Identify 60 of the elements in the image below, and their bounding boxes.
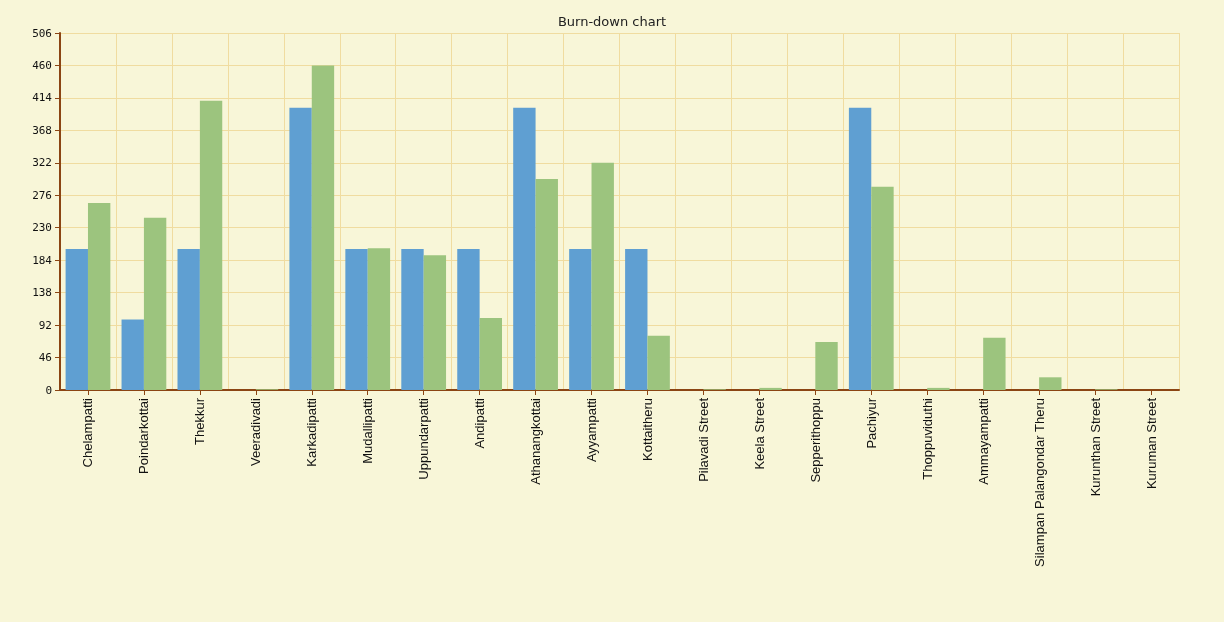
y-tick-label: 322 — [32, 156, 52, 170]
x-tick-label: Pachiyur — [863, 397, 879, 449]
y-tick-label: 138 — [32, 286, 52, 300]
x-tick-label: Ayyampatti — [584, 397, 600, 463]
y-tick-label: 46 — [38, 351, 52, 365]
x-tick-label: Andipatti — [472, 397, 488, 449]
bar — [199, 100, 223, 390]
bar — [121, 319, 144, 390]
x-tick-label: Athanangkottai — [528, 397, 544, 485]
y-tick-label: 0 — [45, 383, 52, 397]
bar — [479, 318, 503, 390]
x-tick-label: Thekkur — [192, 397, 208, 445]
x-tick-label: Keela Street — [751, 397, 767, 470]
x-tick-label: Chelampatti — [80, 397, 96, 468]
x-tick-label: Kuruman Street — [1143, 397, 1159, 490]
bar — [177, 248, 200, 390]
bar — [513, 107, 536, 390]
bar — [535, 179, 558, 390]
bar — [401, 248, 424, 390]
x-tick-label: Uppundarpatti — [416, 397, 432, 480]
bar — [1039, 377, 1062, 390]
bar — [367, 248, 391, 390]
x-tick-label: Mudallipatti — [360, 397, 376, 464]
bar — [423, 255, 447, 390]
bar — [457, 248, 480, 390]
y-tick-label: 230 — [32, 221, 52, 235]
bar — [591, 162, 614, 390]
bar — [311, 65, 335, 390]
bar — [143, 217, 167, 390]
y-tick-label: 184 — [32, 253, 53, 267]
bar — [647, 335, 670, 390]
bar — [65, 248, 88, 390]
bar — [848, 107, 872, 390]
y-tick-label: 460 — [32, 58, 52, 72]
bar — [815, 342, 838, 390]
bar — [569, 248, 592, 390]
bar — [87, 203, 111, 390]
bar — [289, 107, 312, 390]
bar — [927, 387, 950, 390]
x-tick-label: Sepperithoppu — [807, 398, 823, 483]
x-tick-label: Ammayampatti — [975, 397, 991, 485]
y-tick-label: 276 — [32, 188, 52, 202]
chart-title: Burn-down chart — [557, 14, 667, 29]
bar — [983, 337, 1006, 390]
x-tick-label: Poindarkottai — [136, 397, 152, 474]
x-tick-label: Veeradivadi — [248, 397, 264, 466]
bar — [871, 186, 894, 390]
x-tick-label: Silampan Palangondar Theru — [1031, 398, 1047, 567]
y-tick-label: 506 — [32, 26, 52, 40]
bar — [345, 248, 368, 390]
x-tick-label: Pilavadi Street — [695, 397, 711, 482]
x-tick-label: Karkadipatti — [304, 397, 320, 467]
y-tick-label: 414 — [32, 91, 53, 105]
y-tick-label: 368 — [32, 123, 52, 137]
y-tick-label: 92 — [38, 318, 52, 332]
bar — [625, 248, 648, 390]
x-tick-label: Kurunthan Street — [1087, 397, 1103, 497]
bar — [759, 387, 782, 390]
x-tick-label: Thoppuviduthi — [919, 397, 935, 480]
x-tick-label: Kottaitheru — [639, 398, 655, 461]
